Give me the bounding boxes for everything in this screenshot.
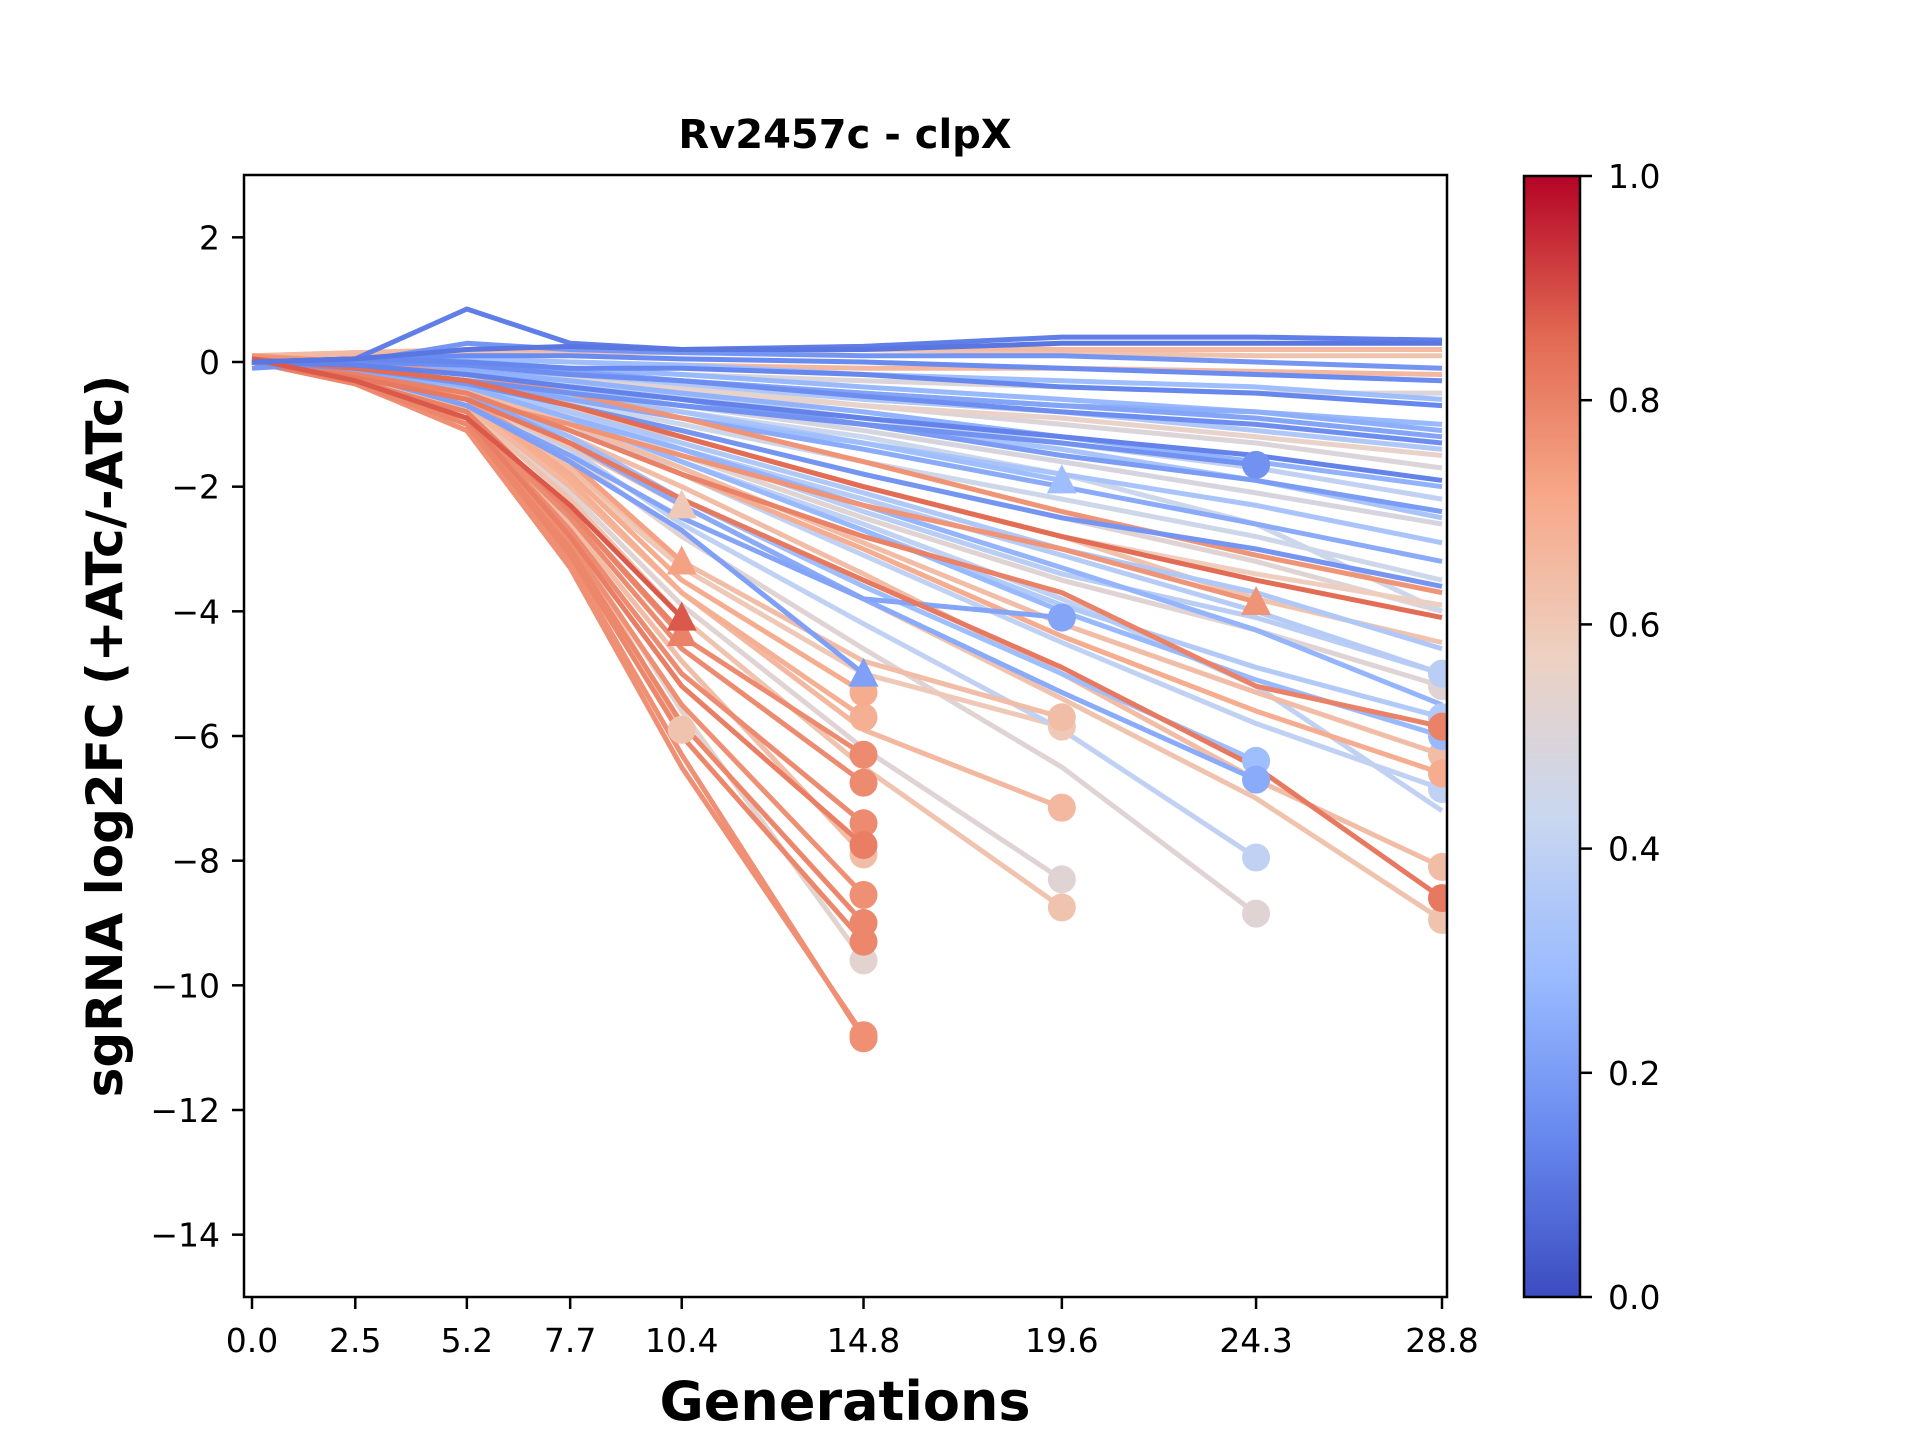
endpoint-triangle — [1241, 585, 1272, 615]
x-axis: 0.0 2.5 5.2 7.7 10.4 14.8 19.6 24.3 28.8 — [226, 1297, 1479, 1360]
colorbar-tick-label: 0.6 — [1608, 605, 1660, 644]
endpoint-circle — [1242, 765, 1271, 794]
colorbar: 0.0 0.2 0.4 0.6 0.8 1.0 — [1522, 157, 1660, 1317]
colorbar-tick-label: 0.8 — [1608, 381, 1660, 420]
colorbar-gradient — [1522, 174, 1582, 1299]
y-tick-label: −6 — [171, 717, 220, 756]
endpoint-triangle — [666, 545, 697, 575]
x-tick-label: 28.8 — [1405, 1321, 1478, 1360]
series-line — [251, 356, 1443, 409]
endpoint-circle — [849, 768, 878, 797]
colorbar-ticks: 0.0 0.2 0.4 0.6 0.8 1.0 — [1580, 157, 1660, 1317]
endpoint-circle — [1242, 843, 1271, 872]
series-line — [252, 359, 1443, 446]
endpoint-circle — [849, 703, 878, 732]
endpoint-triangle — [666, 489, 697, 519]
x-tick-label: 24.3 — [1219, 1321, 1292, 1360]
endpoint-triangle — [848, 657, 879, 687]
x-axis-label: Generations — [659, 1370, 1030, 1433]
series-line — [251, 359, 1443, 730]
endpoint-circle — [667, 715, 696, 744]
endpoint-circle — [1428, 712, 1447, 741]
y-tick-label: −12 — [150, 1091, 220, 1130]
endpoint-circle — [849, 927, 878, 956]
colorbar-tick-label: 0.4 — [1608, 830, 1660, 869]
series-line — [251, 340, 1442, 365]
y-tick-label: −10 — [150, 966, 220, 1005]
endpoint-circle — [849, 880, 878, 909]
endpoint-circle — [1428, 852, 1447, 881]
endpoint-circle — [849, 740, 878, 769]
colorbar-tick-label: 0.0 — [1608, 1278, 1660, 1317]
chart-title: Rv2457c - clpX — [678, 112, 1011, 158]
colorbar-tick-label: 0.2 — [1608, 1054, 1660, 1093]
y-axis: 2 0 −2 −4 −6 −8 −10 −12 −14 — [150, 218, 244, 1255]
x-tick-label: 14.8 — [827, 1321, 900, 1360]
endpoint-circle — [1428, 759, 1447, 788]
y-axis-label: sgRNA log2FC (+ATc/-ATc) — [76, 375, 134, 1098]
endpoint-circle — [1428, 905, 1447, 934]
endpoint-circle — [1428, 659, 1447, 688]
endpoint-circle — [1047, 893, 1076, 922]
series-line — [251, 359, 1443, 483]
x-tick-label: 5.2 — [441, 1321, 493, 1360]
y-tick-label: 0 — [199, 343, 220, 382]
endpoint-circle — [1047, 603, 1076, 632]
x-tick-label: 19.6 — [1025, 1321, 1098, 1360]
series-line — [251, 359, 866, 944]
endpoint-circle — [1047, 793, 1076, 822]
y-tick-label: −14 — [150, 1216, 220, 1255]
endpoint-triangle — [666, 617, 697, 647]
series-line — [251, 359, 1258, 782]
x-tick-label: 10.4 — [645, 1321, 718, 1360]
endpoint-triangle — [666, 601, 697, 631]
endpoint-circle — [849, 831, 878, 860]
colorbar-tick-label: 1.0 — [1608, 157, 1660, 196]
x-tick-label: 0.0 — [226, 1321, 278, 1360]
endpoint-circle — [1242, 450, 1271, 479]
series-layer — [251, 306, 1444, 1040]
endpoint-circle — [849, 809, 878, 838]
endpoint-circle — [1242, 899, 1271, 928]
y-tick-label: −4 — [171, 592, 220, 631]
series-line — [251, 356, 684, 620]
x-tick-label: 2.5 — [329, 1321, 381, 1360]
marker-layer — [666, 450, 1447, 1053]
y-tick-label: −8 — [171, 842, 220, 881]
endpoint-circle — [1428, 884, 1447, 913]
series-line — [251, 356, 1443, 621]
endpoint-circle — [1047, 865, 1076, 894]
y-tick-label: 2 — [199, 218, 220, 257]
endpoint-triangle — [1046, 464, 1077, 494]
endpoint-circle — [849, 1024, 878, 1053]
endpoint-circle — [1047, 703, 1076, 732]
x-tick-label: 7.7 — [544, 1321, 596, 1360]
y-tick-label: −2 — [171, 468, 220, 507]
